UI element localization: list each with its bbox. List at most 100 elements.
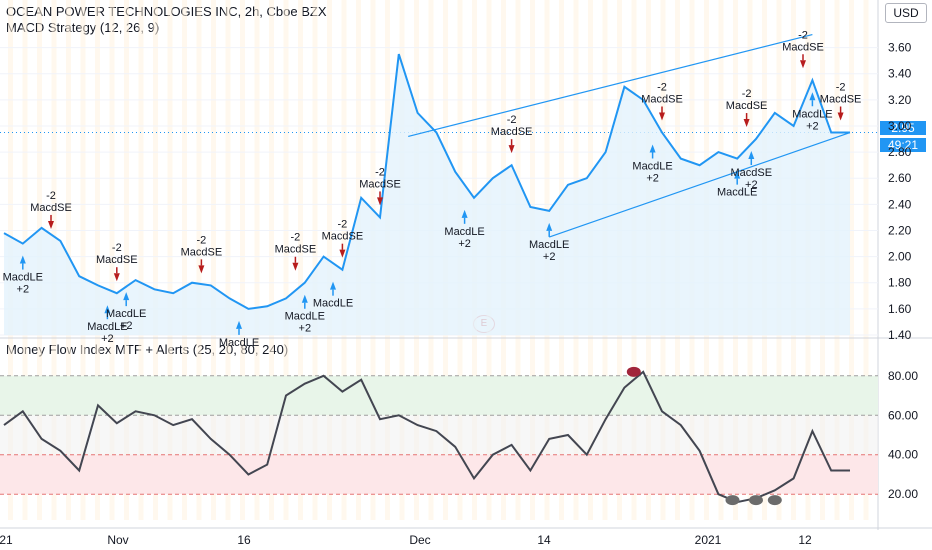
- time-tick-label: 16: [237, 533, 251, 547]
- short-entry-qty: -2: [836, 82, 846, 94]
- price-tick-label: 3.20: [888, 93, 912, 107]
- session-stripe: [283, 0, 289, 520]
- long-entry-arrow: [748, 151, 755, 160]
- session-stripe: [124, 0, 129, 520]
- short-entry-label: MacdSE: [275, 244, 317, 256]
- time-tick-label: 12: [798, 533, 812, 547]
- short-entry-arrow: [837, 112, 844, 121]
- long-entry-label: MacdLE: [285, 311, 325, 323]
- price-tick-label: 3.40: [888, 67, 912, 81]
- session-stripe: [312, 0, 318, 520]
- long-entry-arrow: [19, 255, 26, 264]
- mfi-oversold-marker: [725, 495, 740, 506]
- price-tick-label: 1.80: [888, 276, 912, 290]
- price-tick-label: 2.00: [888, 250, 912, 264]
- short-entry-arrow: [659, 112, 665, 121]
- trendline-upper: [408, 33, 813, 138]
- long-entry-qty: +2: [458, 238, 471, 250]
- chart-title: OCEAN POWER TECHNOLOGIES INC, 2h, Cboe B…: [6, 4, 327, 19]
- session-stripe: [269, 0, 274, 520]
- mfi-tick-label: 40.00: [888, 448, 918, 462]
- short-entry-label: MacdSE: [181, 246, 223, 258]
- long-entry-qty: +2: [646, 173, 659, 185]
- short-entry-label: MacdSE: [359, 178, 401, 190]
- time-tick-label: 14: [537, 533, 551, 547]
- last-price-tag: 2.95: [880, 121, 926, 135]
- long-entry-label: MacdLE: [313, 298, 353, 310]
- time-tick-label: Nov: [107, 533, 128, 547]
- long-entry-qty: +2: [101, 333, 114, 345]
- short-entry-label: MacdSE: [30, 202, 72, 214]
- session-stripe: [196, 0, 202, 520]
- long-entry-arrow: [546, 222, 553, 231]
- time-tick-label: 2021: [695, 533, 722, 547]
- long-entry-arrow: [809, 92, 816, 101]
- price-tick-label: 3.60: [888, 41, 912, 55]
- short-entry-arrow: [113, 273, 120, 282]
- session-stripe: [849, 0, 854, 520]
- short-entry-arrow: [48, 220, 54, 229]
- long-entry-arrow: [236, 320, 242, 329]
- long-entry-qty: +2: [120, 320, 133, 332]
- long-entry-label: MacdLE: [87, 321, 127, 333]
- long-entry-qty: +2: [543, 251, 556, 263]
- session-stripe: [240, 0, 245, 520]
- time-tick-label: Dec: [409, 533, 430, 547]
- short-entry-label: MacdSE: [820, 94, 862, 106]
- session-stripe: [167, 0, 173, 520]
- mfi-oversold-marker: [749, 495, 763, 506]
- long-entry-qty: +2: [17, 284, 30, 296]
- long-entry-qty: +2: [745, 179, 758, 191]
- short-entry-label: MacdSE: [491, 126, 533, 138]
- short-entry-qty: -2: [375, 166, 385, 178]
- mfi-line: [3, 370, 850, 504]
- short-entry-label: MacdSE: [96, 254, 138, 266]
- session-stripe: [80, 0, 86, 520]
- mfi-overbought-marker: [626, 366, 641, 377]
- short-entry-arrow: [198, 265, 205, 274]
- long-entry-qty: +2: [299, 323, 312, 335]
- session-stripe: [109, 0, 115, 520]
- session-stripe: [153, 0, 158, 520]
- price-tick-label: 2.60: [888, 171, 912, 185]
- short-entry-arrow: [339, 249, 346, 258]
- long-entry-label: MacdLE: [3, 272, 43, 284]
- mfi-indicator-title: Money Flow Index MTF + Alerts (25, 20, 8…: [6, 342, 289, 357]
- price-area: [4, 54, 850, 335]
- mfi-neutral-band: [0, 415, 878, 455]
- short-entry-qty: -2: [46, 190, 56, 202]
- mfi-overbought-band: [0, 375, 878, 416]
- short-entry-label: MacdSE: [641, 94, 683, 106]
- long-entry-qty: +2: [806, 120, 819, 132]
- price-tick-label: 2.80: [888, 145, 912, 159]
- short-entry-arrow: [508, 145, 515, 154]
- session-stripe: [298, 0, 303, 520]
- session-stripe: [138, 0, 144, 520]
- session-stripe: [254, 0, 260, 520]
- long-entry-label: MacdLE: [219, 337, 259, 349]
- short-entry-qty: -2: [197, 234, 207, 246]
- long-entry-arrow: [734, 170, 741, 179]
- long-entry-arrow: [301, 294, 308, 303]
- short-entry-qty: -2: [798, 29, 808, 41]
- short-entry-arrow: [743, 119, 750, 128]
- session-stripe: [182, 0, 187, 520]
- session-stripe: [211, 0, 216, 520]
- short-entry-qty: -2: [291, 232, 301, 244]
- short-entry-arrow: [800, 60, 806, 69]
- short-entry-arrow: [377, 197, 383, 206]
- long-entry-arrow: [104, 305, 111, 314]
- time-tick-label: 21: [0, 533, 13, 547]
- currency-button[interactable]: USD: [885, 3, 927, 23]
- long-entry-arrow: [123, 292, 130, 301]
- short-entry-label: MacdSE: [322, 231, 364, 243]
- price-line: [3, 53, 850, 310]
- trendline-lower: [549, 131, 851, 238]
- session-stripe: [225, 0, 231, 520]
- long-entry-label: MacdLE: [529, 239, 569, 251]
- long-entry-label: MacdLE: [792, 108, 832, 120]
- short-entry-qty: -2: [507, 114, 517, 126]
- mfi-tick-label: 20.00: [888, 487, 918, 501]
- short-entry-label: MacdSE: [726, 100, 768, 112]
